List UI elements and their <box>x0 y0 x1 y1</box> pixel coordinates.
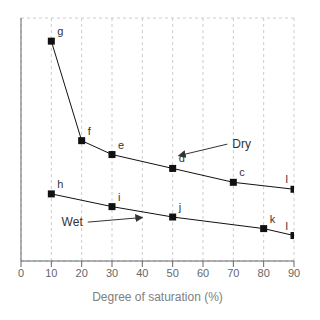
svg-text:30: 30 <box>106 267 118 279</box>
svg-text:90: 90 <box>288 267 300 279</box>
svg-text:g: g <box>57 25 63 37</box>
svg-text:60: 60 <box>197 267 209 279</box>
svg-text:50: 50 <box>167 267 179 279</box>
svg-text:c: c <box>239 166 245 178</box>
svg-text:20: 20 <box>76 267 88 279</box>
svg-text:k: k <box>270 213 276 225</box>
svg-text:j: j <box>178 201 181 213</box>
svg-text:d: d <box>179 152 185 164</box>
svg-text:70: 70 <box>227 267 239 279</box>
svg-text:i: i <box>118 191 120 203</box>
svg-text:Wet: Wet <box>62 215 84 229</box>
svg-text:40: 40 <box>136 267 148 279</box>
svg-text:Dry: Dry <box>232 137 251 151</box>
svg-text:l: l <box>286 220 288 232</box>
svg-text:l: l <box>286 173 288 185</box>
svg-text:e: e <box>118 139 124 151</box>
svg-text:Degree of saturation (%): Degree of saturation (%) <box>92 290 223 304</box>
svg-text:0: 0 <box>18 267 24 279</box>
svg-text:h: h <box>57 178 63 190</box>
svg-text:10: 10 <box>45 267 57 279</box>
svg-text:f: f <box>88 125 92 137</box>
svg-text:80: 80 <box>258 267 270 279</box>
